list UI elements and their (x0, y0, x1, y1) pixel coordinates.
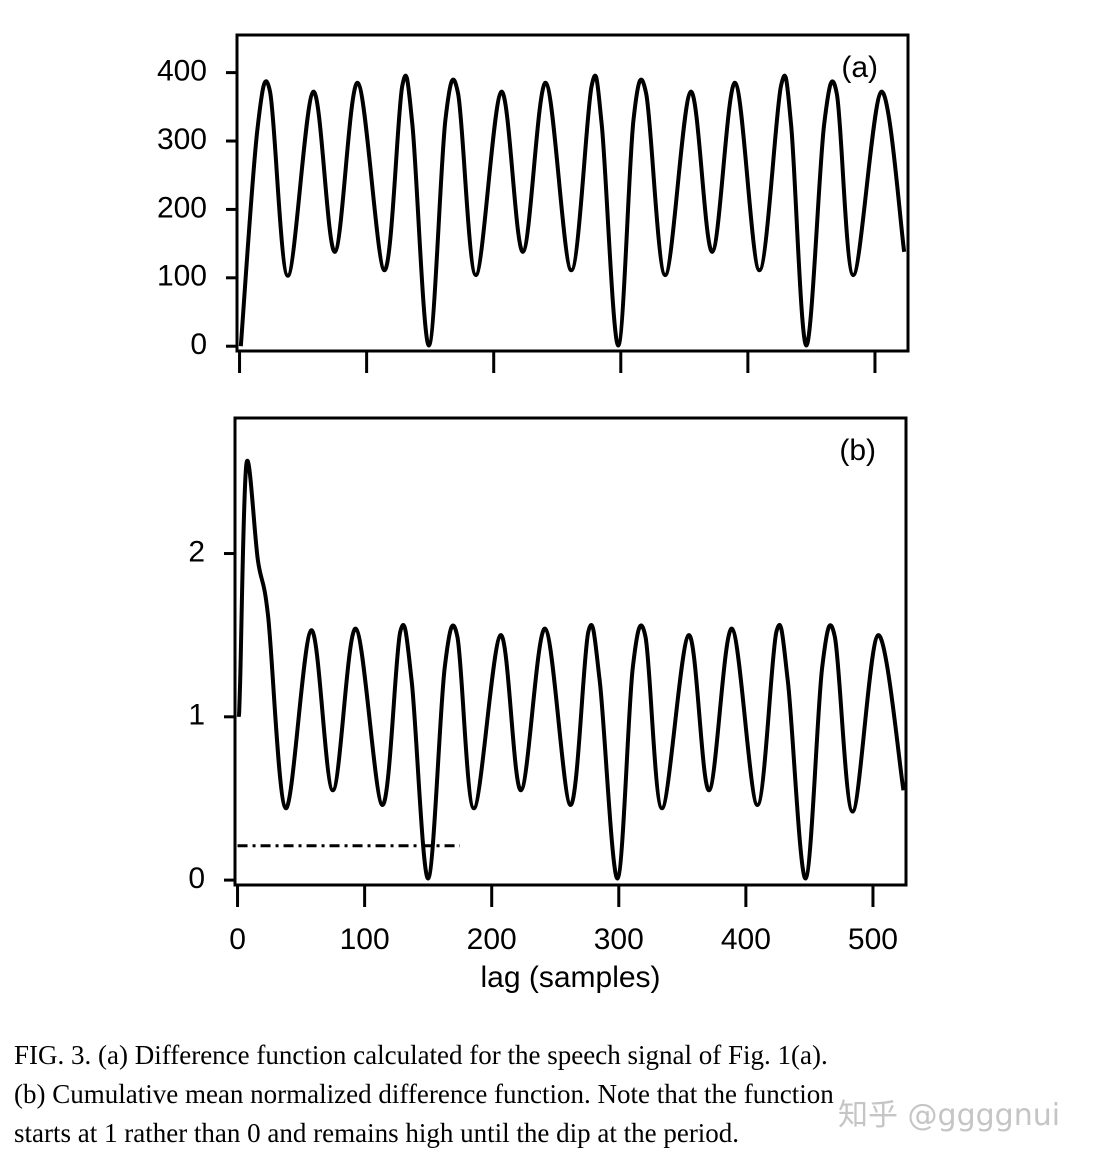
plot-frame (233, 416, 908, 887)
figure: 0 100 200 300 400 (a) 0 1 2 0 100 200 300 400 500 lag (… (157, 33, 910, 994)
x-tick-label: 100 (340, 923, 390, 956)
y-tick-label: 200 (157, 191, 207, 224)
y-tick-label: 300 (157, 123, 207, 156)
x-tick-label: 500 (848, 923, 898, 956)
plot-frame (235, 33, 910, 353)
x-tick-label: 300 (594, 923, 644, 956)
caption-line: (b) Cumulative mean normalized differenc… (14, 1079, 834, 1109)
watermark: 知乎 @ggggnui (838, 1098, 1061, 1133)
y-tick-label: 400 (157, 55, 207, 88)
y-tick-label: 2 (188, 535, 205, 568)
x-tick-label: 0 (229, 923, 246, 956)
y-tick-label: 0 (188, 862, 205, 895)
y-tick-label: 1 (188, 699, 205, 732)
caption: FIG. 3. (a) Difference function calculat… (14, 1036, 834, 1153)
caption-line: starts at 1 rather than 0 and remains hi… (14, 1118, 740, 1148)
curve (238, 73, 907, 348)
panel-label: (a) (841, 51, 878, 84)
y-tick-label: 0 (190, 328, 207, 361)
x-tick-label: 400 (721, 923, 771, 956)
curve (236, 458, 906, 881)
y-tick-label: 100 (157, 260, 207, 293)
panel-label: (b) (839, 434, 876, 467)
caption-line: FIG. 3. (a) Difference function calculat… (14, 1040, 828, 1070)
x-axis-label: lag (samples) (480, 961, 660, 994)
x-tick-label: 200 (467, 923, 517, 956)
